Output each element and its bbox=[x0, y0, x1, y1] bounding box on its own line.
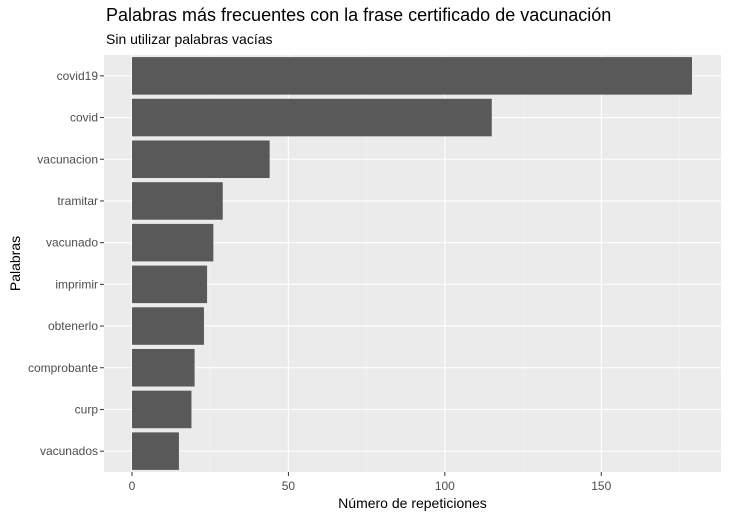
y-tick-label: covid19 bbox=[57, 69, 99, 83]
bar-obtenerlo bbox=[132, 307, 204, 345]
bar-vacunado bbox=[132, 223, 214, 262]
bars bbox=[132, 57, 692, 470]
x-axis-title: Número de repeticiones bbox=[338, 495, 487, 511]
y-tick-label: imprimir bbox=[55, 277, 98, 291]
x-tick-label: 150 bbox=[591, 479, 611, 493]
y-axis-title: Palabras bbox=[7, 236, 23, 291]
bar-vacunados bbox=[132, 432, 179, 470]
bar-imprimir bbox=[132, 265, 208, 304]
bar-comprobante bbox=[132, 348, 195, 387]
y-tick-label: tramitar bbox=[57, 194, 98, 208]
y-tick-label: covid bbox=[70, 111, 98, 125]
bar-covid19 bbox=[132, 57, 692, 95]
y-tick-label: obtenerlo bbox=[48, 319, 98, 333]
x-tick-label: 50 bbox=[282, 479, 296, 493]
x-tick-label: 100 bbox=[435, 479, 455, 493]
chart-subtitle: Sin utilizar palabras vacías bbox=[106, 31, 273, 47]
bar-tramitar bbox=[132, 182, 223, 220]
y-tick-label: vacunado bbox=[46, 236, 98, 250]
y-tick-label: vacunados bbox=[40, 444, 98, 458]
y-tick-label: comprobante bbox=[28, 361, 98, 375]
y-tick-label: curp bbox=[75, 402, 99, 416]
bar-covid bbox=[132, 98, 492, 137]
chart-title: Palabras más frecuentes con la frase cer… bbox=[106, 5, 612, 25]
y-tick-labels: covid19 covid vacunacion tramitar vacunado im… bbox=[28, 69, 104, 458]
y-tick-label: vacunacion bbox=[37, 152, 98, 166]
x-tick-labels: 0 50 100 150 bbox=[129, 472, 612, 493]
bar-vacunacion bbox=[132, 140, 270, 179]
bar-curp bbox=[132, 390, 192, 429]
x-tick-label: 0 bbox=[129, 479, 136, 493]
